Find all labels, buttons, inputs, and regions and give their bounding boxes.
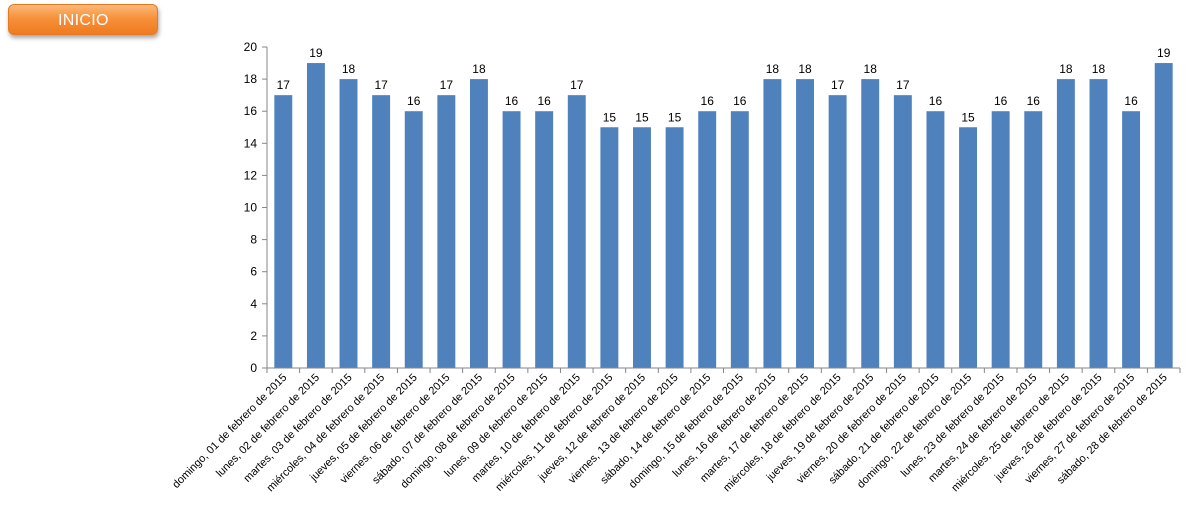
y-tick-label: 2 [250, 329, 257, 343]
y-tick-label: 8 [250, 233, 257, 247]
data-label: 16 [407, 94, 421, 108]
bar [274, 95, 293, 369]
data-label: 16 [701, 94, 715, 108]
bar [437, 95, 456, 369]
bar [665, 127, 684, 368]
data-label: 19 [1157, 46, 1171, 60]
bar [469, 79, 488, 368]
bar [991, 111, 1010, 368]
data-label: 18 [798, 62, 812, 76]
bar [926, 111, 945, 368]
data-label: 19 [309, 46, 323, 60]
bars [274, 63, 1173, 369]
bar [1089, 79, 1108, 368]
bar [698, 111, 717, 368]
data-label: 16 [505, 94, 519, 108]
data-label: 17 [570, 78, 584, 92]
data-label: 18 [1092, 62, 1106, 76]
data-label: 16 [537, 94, 551, 108]
data-label: 18 [1059, 62, 1073, 76]
bar [1056, 79, 1075, 368]
data-label: 17 [277, 78, 291, 92]
bar [763, 79, 782, 368]
bar [372, 95, 391, 369]
data-label: 16 [994, 94, 1008, 108]
bar [633, 127, 651, 368]
data-label: 15 [668, 110, 682, 124]
data-label: 15 [603, 110, 617, 124]
bar [404, 111, 423, 368]
data-label: 18 [766, 62, 780, 76]
bar [1122, 111, 1141, 368]
y-tick-label: 14 [244, 136, 258, 150]
bar [1024, 111, 1043, 368]
y-tick-label: 12 [244, 168, 258, 182]
bar [600, 127, 619, 368]
x-tick-label: miércoles, 11 de febrero de 2015 [493, 372, 615, 494]
data-label: 18 [472, 62, 486, 76]
data-label: 17 [831, 78, 845, 92]
data-label: 16 [733, 94, 747, 108]
bar [730, 111, 749, 368]
data-label: 16 [1027, 94, 1041, 108]
y-axis: 0 2 4 6 8 10 12 14 16 18 20 [244, 40, 268, 375]
bar [339, 79, 358, 368]
bar [959, 127, 978, 368]
bar [535, 111, 554, 368]
x-tick-label: domingo, 01 de febrero de 2015 [170, 372, 289, 491]
y-tick-label: 0 [250, 361, 257, 375]
x-tick-label: miércoles, 18 de febrero de 2015 [721, 372, 844, 495]
data-labels: 17 19 18 17 16 17 18 16 16 17 15 15 15 16 16 18 18 17 18 17… [277, 46, 1171, 124]
bar [306, 63, 325, 369]
bar [796, 79, 814, 368]
bar [1154, 63, 1173, 369]
x-tick-label: miércoles, 04 de febrero de 2015 [265, 372, 388, 495]
bar [828, 95, 847, 369]
bar [893, 95, 912, 369]
data-label: 16 [1124, 94, 1138, 108]
data-label: 17 [374, 78, 388, 92]
y-tick-label: 20 [244, 40, 258, 54]
data-label: 15 [635, 110, 649, 124]
y-tick-label: 18 [244, 72, 258, 86]
data-label: 18 [864, 62, 878, 76]
x-tick-label: miércoles, 25 de febrero de 2015 [949, 372, 1072, 495]
data-label: 15 [961, 110, 975, 124]
bar [861, 79, 880, 368]
bar [567, 95, 586, 369]
data-label: 17 [896, 78, 910, 92]
y-tick-label: 10 [244, 201, 258, 215]
bar [502, 111, 521, 368]
y-tick-label: 6 [250, 265, 257, 279]
inicio-button[interactable]: INICIO [8, 4, 158, 35]
data-label: 17 [440, 78, 454, 92]
y-tick-label: 16 [244, 104, 258, 118]
data-label: 16 [929, 94, 943, 108]
y-tick-label: 4 [250, 297, 257, 311]
data-label: 18 [342, 62, 356, 76]
